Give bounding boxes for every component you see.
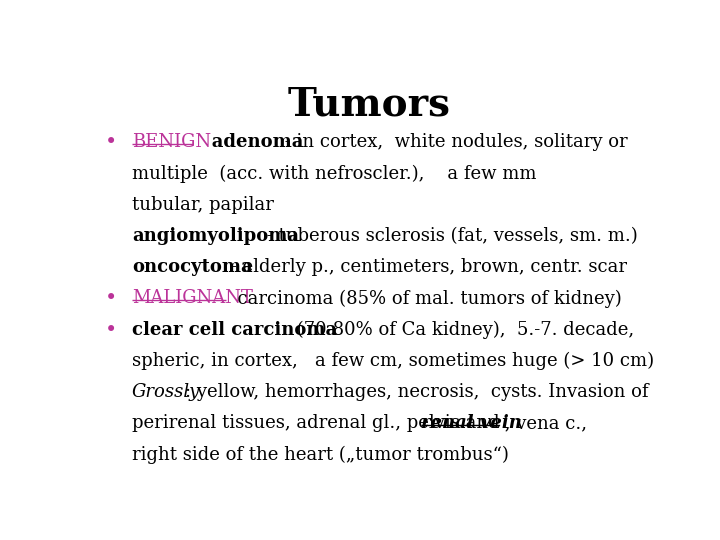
Text: - tuberous sclerosis (fat, vessels, sm. m.): - tuberous sclerosis (fat, vessels, sm. … — [261, 227, 638, 245]
Text: clear cell carcinoma: clear cell carcinoma — [132, 321, 337, 339]
Text: multiple  (acc. with nefroscler.),    a few mm: multiple (acc. with nefroscler.), a few … — [132, 165, 536, 183]
Text: •: • — [105, 289, 117, 308]
Text: BENIGN: BENIGN — [132, 133, 211, 151]
Text: oncocytoma: oncocytoma — [132, 258, 253, 276]
Text: Tumors: Tumors — [287, 85, 451, 124]
Text: - in cortex,  white nodules, solitary or: - in cortex, white nodules, solitary or — [279, 133, 627, 151]
Text: spheric, in cortex,   a few cm, sometimes huge (> 10 cm): spheric, in cortex, a few cm, sometimes … — [132, 352, 654, 370]
Text: •: • — [105, 133, 117, 152]
Text: (70-80% of Ca kidney),  5.-7. decade,: (70-80% of Ca kidney), 5.-7. decade, — [291, 321, 634, 339]
Text: right side of the heart („tumor trombus“): right side of the heart („tumor trombus“… — [132, 446, 509, 463]
Text: tubular, papilar: tubular, papilar — [132, 196, 274, 214]
Text: renal vein: renal vein — [421, 414, 522, 432]
Text: •: • — [105, 321, 117, 340]
Text: : yellow, hemorrhages, necrosis,  cysts. Invasion of: : yellow, hemorrhages, necrosis, cysts. … — [185, 383, 648, 401]
Text: perirenal tissues, adrenal gl., pelvis and: perirenal tissues, adrenal gl., pelvis a… — [132, 414, 505, 432]
Text: Grossly: Grossly — [132, 383, 200, 401]
Text: adenoma: adenoma — [193, 133, 304, 151]
Text: carcinoma (85% of mal. tumors of kidney): carcinoma (85% of mal. tumors of kidney) — [225, 289, 621, 308]
Text: - elderly p., centimeters, brown, centr. scar: - elderly p., centimeters, brown, centr.… — [225, 258, 627, 276]
Text: , vena c.,: , vena c., — [500, 414, 588, 432]
Text: angiomyolipoma: angiomyolipoma — [132, 227, 299, 245]
Text: MALIGNANT: MALIGNANT — [132, 289, 253, 307]
